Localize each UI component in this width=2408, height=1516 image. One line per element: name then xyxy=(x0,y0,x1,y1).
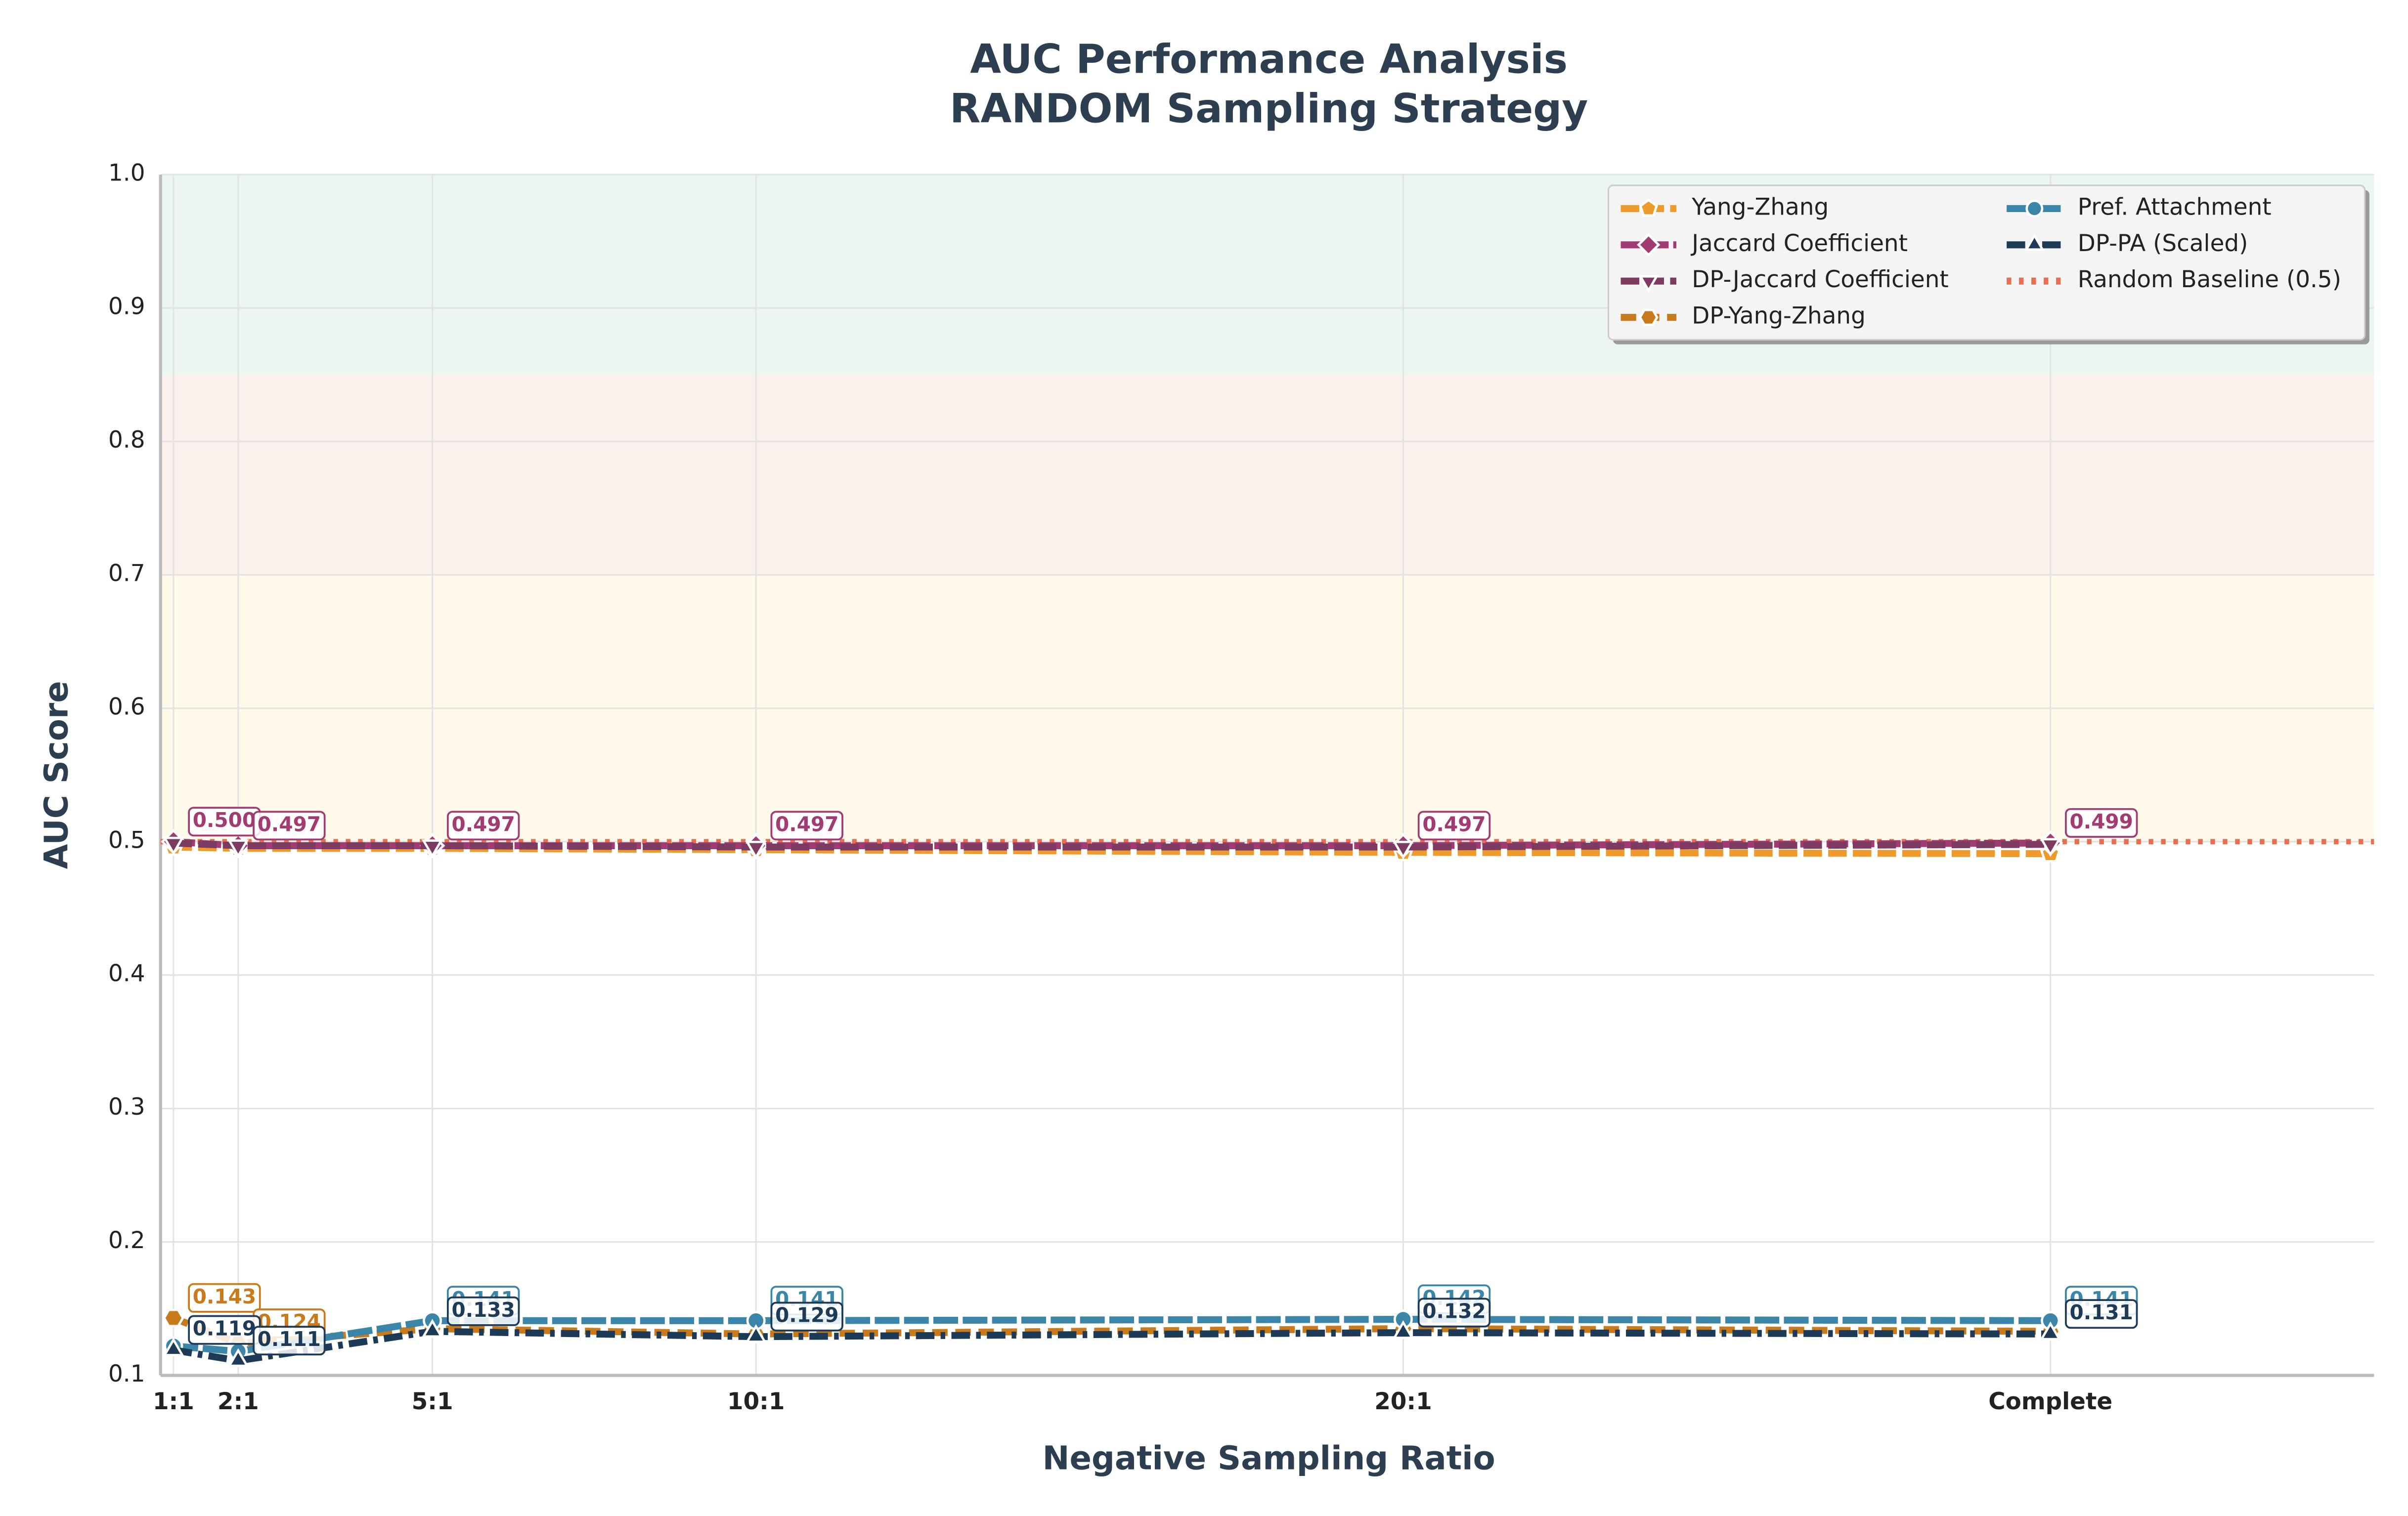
marker xyxy=(2024,233,2045,251)
marker xyxy=(163,1337,184,1356)
series-line xyxy=(173,1316,2051,1355)
x-tick-label: 10:1 xyxy=(727,1388,785,1415)
legend-label: Yang-Zhang xyxy=(1691,194,1829,220)
marker xyxy=(421,839,443,859)
series-line xyxy=(173,839,2051,851)
y-tick-label: 0.7 xyxy=(108,560,145,587)
chart-title: AUC Performance Analysis xyxy=(970,37,1568,83)
marker xyxy=(1638,308,1659,326)
value-label-box xyxy=(253,1326,326,1356)
x-tick-label: 1:1 xyxy=(153,1388,194,1415)
value-label: 0.497 xyxy=(775,812,838,836)
legend-label: DP-PA (Scaled) xyxy=(2078,230,2248,257)
y-tick-label: 1.0 xyxy=(108,160,145,187)
value-label-box xyxy=(1417,811,1491,841)
legend-label: Random Baseline (0.5) xyxy=(2078,266,2341,293)
marker xyxy=(2039,1321,2061,1341)
marker xyxy=(1392,840,1414,860)
y-tick-label: 0.4 xyxy=(108,960,145,987)
value-label: 0.143 xyxy=(193,1285,256,1308)
value-label: 0.497 xyxy=(258,812,321,836)
marker xyxy=(1637,233,1661,257)
value-label: 0.119 xyxy=(193,1317,256,1341)
value-label-box xyxy=(770,1301,843,1332)
value-label-box xyxy=(1417,1298,1491,1328)
value-label-box xyxy=(770,811,843,841)
marker xyxy=(1638,275,1659,293)
y-tick-label: 0.1 xyxy=(108,1361,145,1387)
marker xyxy=(421,1319,443,1338)
value-label: 0.497 xyxy=(451,812,515,836)
marker xyxy=(163,836,184,856)
marker xyxy=(227,839,249,859)
value-label: 0.129 xyxy=(775,1303,838,1327)
legend-label: Pref. Attachment xyxy=(2078,194,2272,220)
y-tick-label: 0.6 xyxy=(108,693,145,720)
marker xyxy=(227,1348,249,1367)
value-label-box xyxy=(2065,1299,2138,1329)
legend-label: DP-Yang-Zhang xyxy=(1692,303,1866,330)
legend-box xyxy=(1608,184,2366,341)
value-label: 0.133 xyxy=(451,1298,515,1322)
marker xyxy=(1392,1320,1414,1339)
value-label: 0.131 xyxy=(2070,1300,2133,1324)
value-label-box xyxy=(446,1296,520,1326)
marker xyxy=(745,1324,767,1343)
value-label: 0.500 xyxy=(193,808,256,832)
marker xyxy=(163,1308,184,1328)
legend-label: DP-Jaccard Coefficient xyxy=(1692,266,1949,293)
x-tick-label: 20:1 xyxy=(1374,1388,1432,1415)
marker xyxy=(2039,838,2061,857)
value-label-box xyxy=(2065,808,2138,838)
x-tick-label: 5:1 xyxy=(412,1388,453,1415)
legend-label: Jaccard Coefficient xyxy=(1690,230,1908,257)
value-label-box xyxy=(188,1283,261,1313)
chart-subtitle: RANDOM Sampling Strategy xyxy=(950,86,1588,132)
value-label: 0.111 xyxy=(258,1327,321,1351)
y-tick-label: 0.5 xyxy=(108,827,145,854)
marker xyxy=(745,840,767,860)
y-tick-label: 0.2 xyxy=(108,1227,145,1254)
x-tick-label: 2:1 xyxy=(218,1388,259,1415)
y-tick-label: 0.8 xyxy=(108,427,145,454)
y-tick-label: 0.9 xyxy=(108,294,145,320)
value-label: 0.499 xyxy=(2070,810,2133,833)
background-band xyxy=(160,375,2374,575)
value-label-box xyxy=(253,811,326,841)
y-tick-label: 0.3 xyxy=(108,1094,145,1121)
value-label-box xyxy=(446,811,520,841)
marker xyxy=(2025,199,2044,217)
x-axis-label: Negative Sampling Ratio xyxy=(1043,1439,1495,1477)
value-label: 0.497 xyxy=(1422,812,1486,836)
y-axis-label: AUC Score xyxy=(38,681,76,869)
series-line xyxy=(173,1328,2051,1364)
value-label: 0.132 xyxy=(1422,1299,1486,1323)
marker xyxy=(1639,198,1658,217)
x-tick-label: Complete xyxy=(1988,1388,2112,1415)
